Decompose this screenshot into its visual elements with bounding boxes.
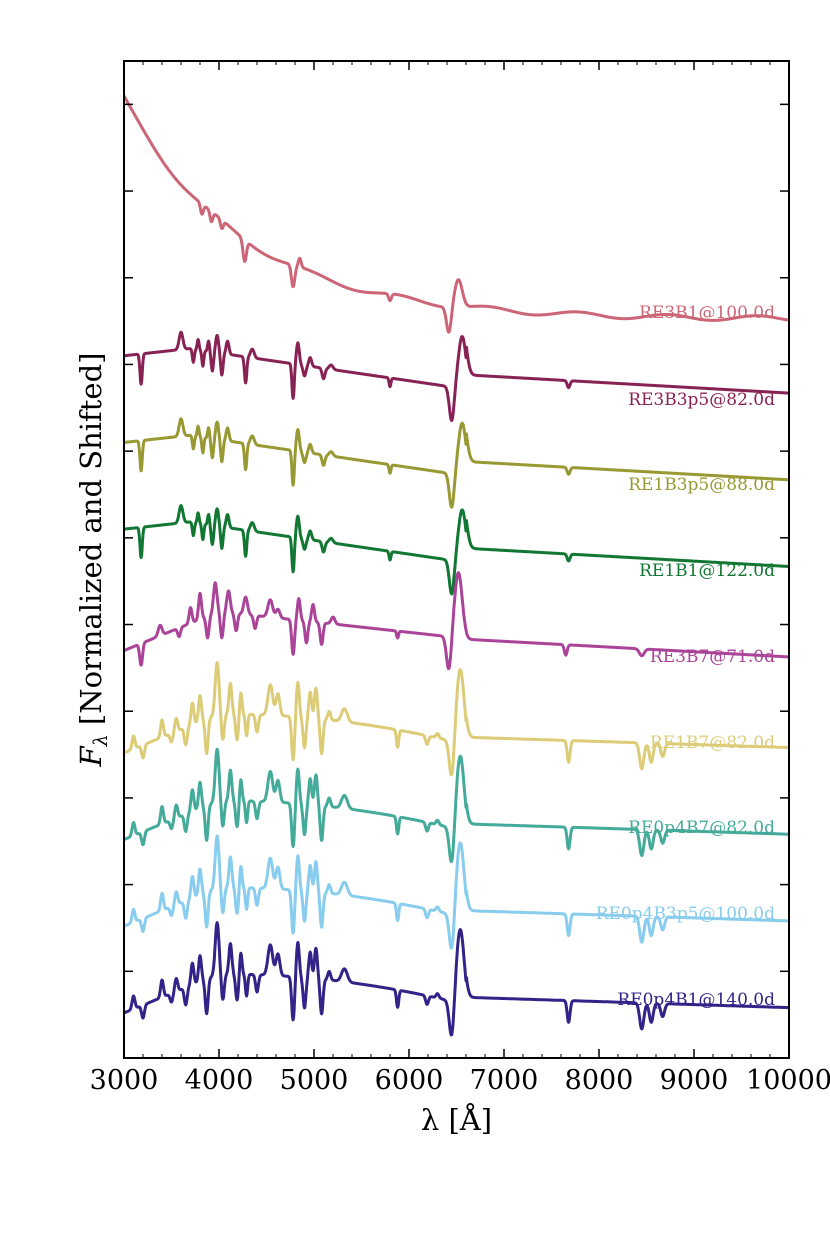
series-line xyxy=(124,661,789,777)
y-axis-title-rest: [Normalized and Shifted] xyxy=(74,353,108,735)
series-line xyxy=(124,834,789,950)
x-tick-label: 7000 xyxy=(470,1065,539,1096)
series-label: RE3B1@100.0d xyxy=(639,303,775,323)
series-labels-layer: RE3B1@100.0d RE3B3p5@82.0d RE1B3p5@88.0d RE… xyxy=(596,303,775,1010)
x-axis-title: λ [Å] xyxy=(421,1102,492,1137)
series-line xyxy=(124,747,789,864)
series-line xyxy=(124,330,789,422)
series-label: RE1B1@122.0d xyxy=(639,561,775,581)
series-label: RE0p4B7@82.0d xyxy=(628,818,775,838)
x-tick-label: 4000 xyxy=(185,1065,254,1096)
series-line xyxy=(124,571,789,671)
series-label: RE0p4B3p5@100.0d xyxy=(596,904,775,924)
x-tick-label: 9000 xyxy=(660,1065,729,1096)
y-axis-title-main: F xyxy=(74,745,108,767)
series-label: RE1B7@82.0d xyxy=(650,733,775,753)
x-tick-label: 8000 xyxy=(565,1065,634,1096)
series-label: RE3B7@71.0d xyxy=(650,647,775,667)
x-tick-label: 6000 xyxy=(375,1065,444,1096)
series-label: RE0p4B1@140.0d xyxy=(617,990,775,1010)
curves-layer xyxy=(124,95,789,1037)
x-tick-label: 3000 xyxy=(90,1065,159,1096)
y-axis-title: Fλ [Normalized and Shifted] xyxy=(74,353,112,768)
y-axis-title-sub: λ xyxy=(90,734,112,747)
series-line xyxy=(124,95,789,334)
series-line xyxy=(124,504,789,596)
x-tick-label: 10000 xyxy=(746,1065,830,1096)
series-line xyxy=(124,417,789,509)
x-tick-label: 5000 xyxy=(280,1065,349,1096)
ticks-layer: 3000 4000 5000 6000 7000 8000 9000 10000 xyxy=(90,61,830,1096)
series-line xyxy=(124,921,789,1037)
series-label: RE3B3p5@82.0d xyxy=(628,390,775,410)
plot-frame xyxy=(123,60,790,1059)
series-label: RE1B3p5@88.0d xyxy=(628,475,775,495)
